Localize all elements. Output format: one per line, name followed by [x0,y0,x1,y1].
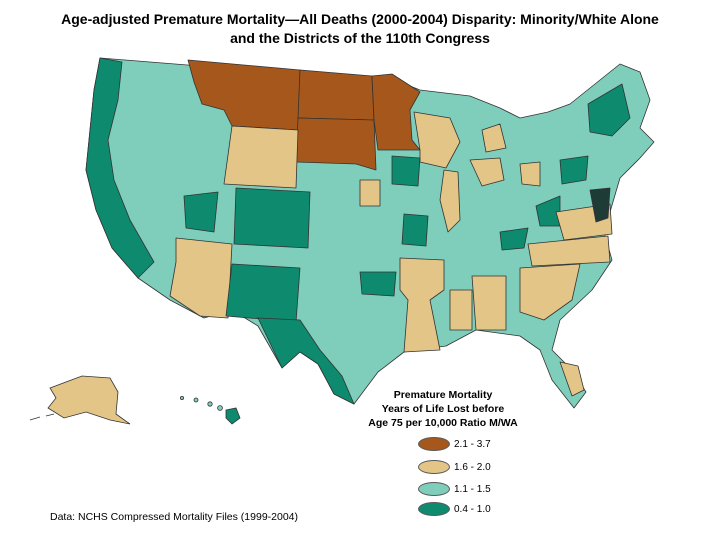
legend-swatch [418,482,450,496]
colorado [233,187,311,249]
wyoming [223,125,299,189]
alaska [47,375,131,425]
legend-label: 1.1 - 1.5 [454,483,491,495]
legend-label: 0.4 - 1.0 [454,503,491,515]
south-dakota [295,117,377,171]
legend-title-line-3: Age 75 per 10,000 Ratio M/WA [368,417,518,429]
legend-swatch [418,437,450,451]
legend-item-0.4-1.0: 0.4 - 1.0 [418,502,491,516]
legend-item-1.1-1.5: 1.1 - 1.5 [418,482,491,496]
legend-label: 1.6 - 2.0 [454,461,491,473]
title-line-1: Age-adjusted Premature Mortality—All Dea… [61,11,659,27]
legend-swatch [418,460,450,474]
title-line-2: and the Districts of the 110th Congress [230,30,490,46]
legend-label: 2.1 - 3.7 [454,438,491,450]
new-mexico [225,263,301,323]
legend-title-line-1: Premature Mortality [393,389,493,401]
legend-item-1.6-2.0: 1.6 - 2.0 [418,460,491,474]
data-source-note: Data: NCHS Compressed Mortality Files (1… [50,511,299,523]
legend-title-line-2: Years of Life Lost before [381,403,505,415]
arizona [169,237,233,319]
minnesota [371,73,421,151]
legend-title: Premature Mortality Years of Life Lost b… [368,388,518,430]
legend-item-2.1-3.7: 2.1 - 3.7 [418,437,491,451]
hawaii [179,395,241,425]
north-dakota [297,69,375,121]
legend-swatch [418,502,450,516]
map-title: Age-adjusted Premature Mortality—All Dea… [0,10,720,48]
